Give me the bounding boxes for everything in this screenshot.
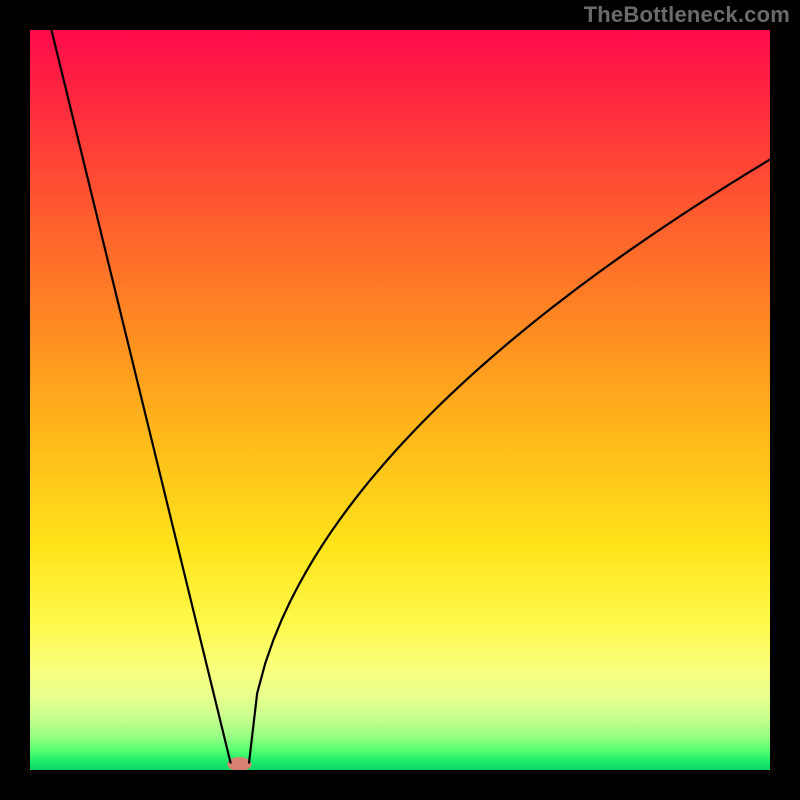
plot-area (30, 30, 770, 770)
watermark-text: TheBottleneck.com (584, 2, 790, 28)
chart-container: TheBottleneck.com (0, 0, 800, 800)
chart-svg (30, 30, 770, 770)
